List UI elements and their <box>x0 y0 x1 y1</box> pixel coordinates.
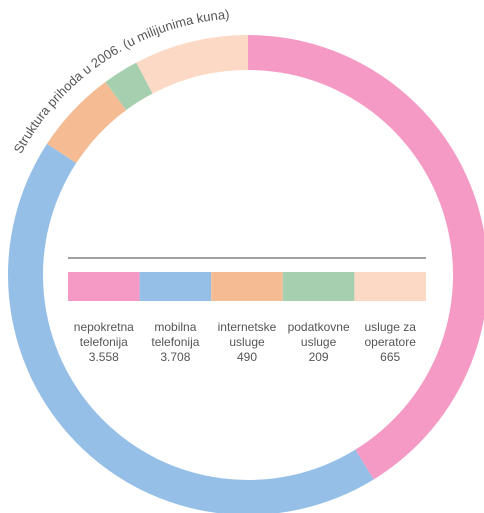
legend-label: internetske <box>218 320 277 334</box>
donut-segment <box>105 62 153 111</box>
value-label: 665 <box>380 350 400 364</box>
donut-segment <box>46 81 127 164</box>
legend-swatch <box>139 272 212 301</box>
value-label: 209 <box>309 350 329 364</box>
value-label: 3.708 <box>160 350 190 364</box>
legend-label: mobilna <box>154 320 196 334</box>
donut-segment <box>136 35 248 94</box>
legend-swatch <box>68 272 140 301</box>
legend-swatch <box>282 272 355 301</box>
legend-label: usluge <box>229 335 265 349</box>
legend-swatch <box>354 272 426 301</box>
value-label: 3.558 <box>89 350 119 364</box>
legend-label: telefonija <box>151 335 199 349</box>
legend-label: telefonija <box>80 335 128 349</box>
legend-label: operatore <box>365 335 417 349</box>
value-label: 490 <box>237 350 257 364</box>
legend-label: podatkovne <box>288 320 350 334</box>
legend-swatch <box>211 272 283 301</box>
donut-segment <box>8 143 374 513</box>
legend-label: usluge <box>301 335 337 349</box>
legend-label: nepokretna <box>74 320 134 334</box>
legend-label: usluge za <box>365 320 417 334</box>
donut-segment <box>248 35 484 480</box>
